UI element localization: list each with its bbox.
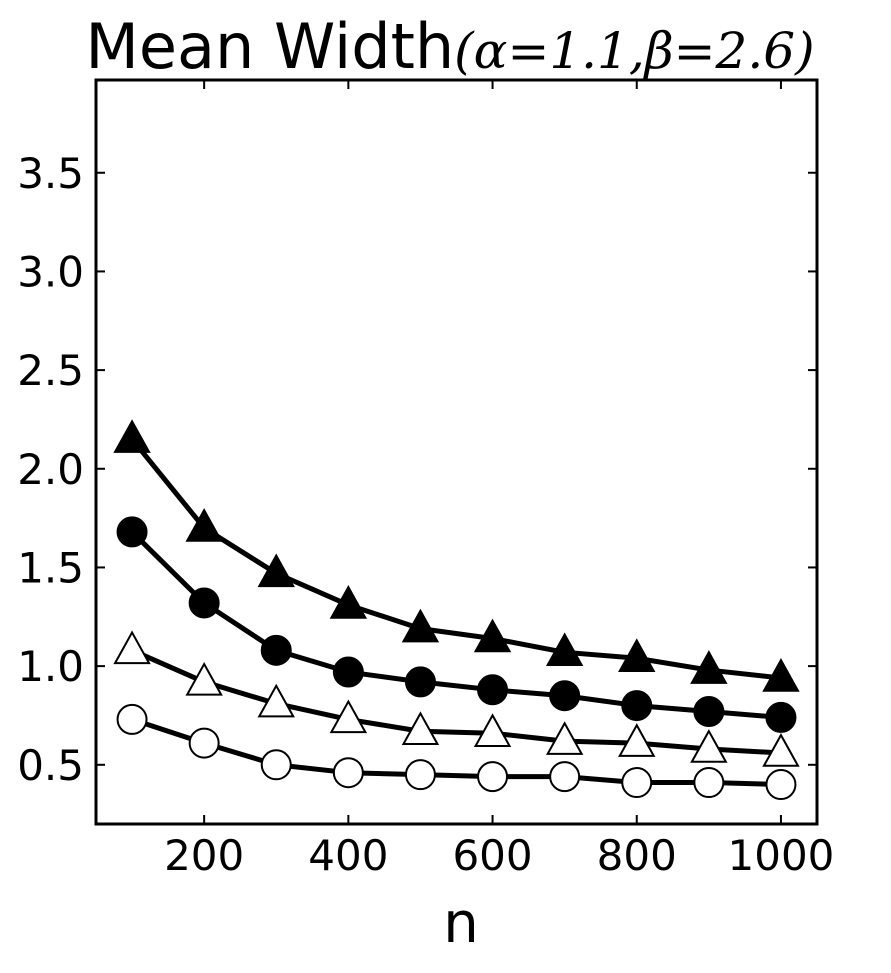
- series-2-point: [404, 666, 436, 698]
- y-tick-label: 3.5: [17, 149, 84, 198]
- series-3-point: [545, 721, 584, 755]
- series-4-point: [549, 761, 581, 793]
- x-tick-label: 1000: [728, 831, 835, 880]
- series-3-point: [618, 723, 656, 757]
- series-2-point: [549, 680, 581, 712]
- series-1-point: [690, 650, 728, 684]
- series-1-point: [185, 508, 223, 542]
- series-4-point: [332, 757, 364, 789]
- series-line-4: [131, 717, 782, 788]
- series-3-point: [690, 729, 728, 763]
- y-tick-label: 3.0: [17, 247, 84, 296]
- chart-title-params: (α=1.1,β=2.6): [454, 22, 814, 80]
- series-4-point: [765, 769, 797, 801]
- plot-frame: [94, 78, 819, 826]
- series-3-point: [185, 662, 223, 696]
- series-4-point: [621, 767, 653, 799]
- series-2-point: [621, 690, 653, 722]
- y-tick-label: 1.0: [17, 642, 84, 691]
- series-2-point: [765, 701, 797, 733]
- chart-title: Mean Width(α=1.1,β=2.6): [85, 10, 814, 83]
- series-line-3: [131, 648, 782, 756]
- y-tick-label: 0.5: [17, 741, 84, 790]
- y-tick-label: 1.5: [17, 543, 84, 592]
- series-1-point: [762, 658, 800, 692]
- axis-ticks: 200 400 600 800 1000 0.5 1.0 1.5 2.0 2.5 3.0 3.5: [17, 80, 834, 880]
- y-tick-label: 2.0: [17, 445, 84, 494]
- series-4-point: [477, 761, 509, 793]
- plot-area: [113, 419, 800, 801]
- series-1-point: [473, 618, 512, 653]
- x-tick-label: 200: [164, 831, 244, 880]
- series-1-point: [329, 585, 368, 619]
- series-3-point: [401, 711, 440, 745]
- series-line-1: [130, 437, 782, 681]
- x-tick-label: 800: [597, 831, 677, 880]
- series-3-point: [329, 699, 368, 734]
- series-3-point: [762, 733, 800, 767]
- series-3-point: [257, 683, 295, 718]
- series-2-point: [477, 674, 509, 706]
- series-2-point: [116, 516, 148, 548]
- series-2-point: [693, 696, 725, 728]
- series-4-point: [404, 759, 436, 791]
- x-tick-label: 400: [308, 831, 388, 880]
- series-4-point: [116, 703, 148, 735]
- x-tick-label: 600: [452, 831, 532, 880]
- series-3-point: [113, 630, 151, 665]
- series-1-point: [618, 638, 656, 672]
- series-2-point: [188, 587, 220, 619]
- series-4-point: [188, 727, 220, 759]
- series-4-point: [260, 749, 292, 781]
- y-tick-label: 2.5: [17, 346, 84, 395]
- series-3-point: [473, 713, 512, 747]
- series-1-point: [401, 608, 440, 643]
- series-1-point: [545, 632, 584, 667]
- series-1-point: [257, 553, 295, 588]
- series-2-point: [260, 634, 292, 666]
- series-2-point: [332, 656, 364, 688]
- series-1-point: [113, 419, 151, 453]
- series-line-2: [130, 530, 782, 720]
- series-4-point: [693, 767, 725, 799]
- chart-title-text: Mean Width: [85, 10, 454, 83]
- x-axis-label: n: [443, 891, 479, 956]
